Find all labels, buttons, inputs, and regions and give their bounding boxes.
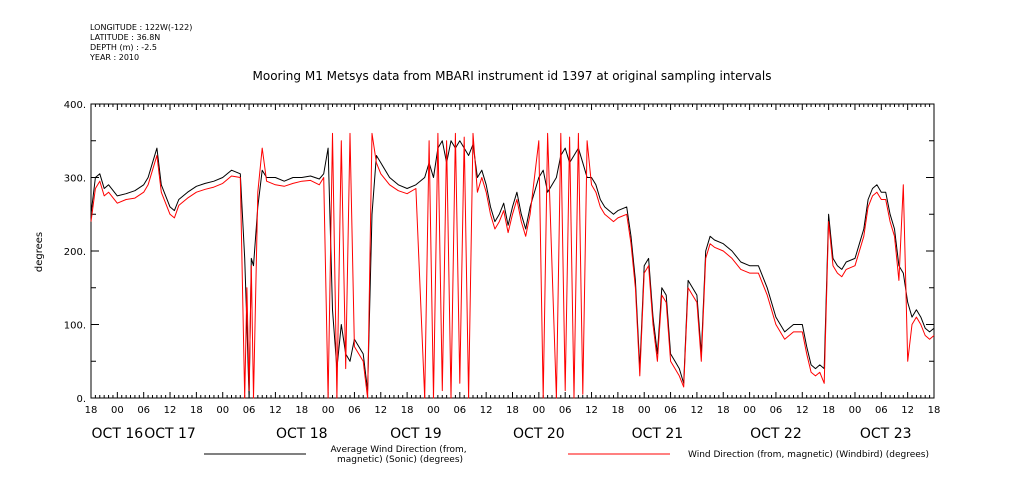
legend-label-sonic-line1: Average Wind Direction (from, bbox=[330, 445, 466, 455]
x-hour-label: 18 bbox=[612, 405, 625, 416]
x-hour-label: 18 bbox=[295, 405, 308, 416]
axis-ticks bbox=[90, 103, 935, 399]
x-hour-label: 06 bbox=[453, 405, 466, 416]
x-hour-label: 06 bbox=[559, 405, 572, 416]
meta-longitude: LONGITUDE : 122W(-122) bbox=[90, 23, 192, 32]
x-date-label: OCT 19 bbox=[390, 426, 442, 442]
x-hour-label: 06 bbox=[137, 405, 150, 416]
legend: Average Wind Direction (from, magnetic) … bbox=[204, 445, 929, 465]
x-hour-label: 00 bbox=[532, 405, 545, 416]
x-hour-label: 00 bbox=[638, 405, 651, 416]
x-hour-label: 18 bbox=[85, 405, 98, 416]
meta-latitude: LATITUDE : 36.8N bbox=[90, 33, 160, 42]
x-hour-label: 00 bbox=[849, 405, 862, 416]
x-hour-label: 00 bbox=[743, 405, 756, 416]
x-hour-label: 18 bbox=[506, 405, 519, 416]
y-tick-label: 300. bbox=[64, 174, 86, 185]
x-hour-label: 06 bbox=[875, 405, 888, 416]
series-layer bbox=[90, 132, 935, 399]
chart-title: Mooring M1 Metsys data from MBARI instru… bbox=[253, 69, 772, 83]
metadata-block: LONGITUDE : 122W(-122) LATITUDE : 36.8N … bbox=[89, 23, 192, 62]
y-axis-label: degrees bbox=[34, 232, 45, 272]
x-hour-label: 18 bbox=[717, 405, 730, 416]
x-hour-label: 06 bbox=[770, 405, 783, 416]
x-hour-label: 00 bbox=[111, 405, 124, 416]
series-line-sonic bbox=[90, 140, 935, 399]
legend-label-windbird: Wind Direction (from, magnetic) (Windbir… bbox=[688, 450, 929, 460]
legend-label-sonic: Average Wind Direction (from, magnetic) … bbox=[330, 445, 469, 465]
x-hour-label: 18 bbox=[190, 405, 203, 416]
y-tick-label: 100. bbox=[64, 321, 86, 332]
tick-labels: 0. 100. 200. 300. 400. 18 00 06 12 18 00 06 12 18 00 06… bbox=[64, 100, 941, 442]
x-hour-label: 00 bbox=[216, 405, 229, 416]
x-hour-label: 12 bbox=[691, 405, 704, 416]
x-hour-label: 18 bbox=[928, 405, 941, 416]
x-hour-label: 06 bbox=[243, 405, 256, 416]
x-hour-label: 12 bbox=[374, 405, 387, 416]
x-hour-label: 12 bbox=[480, 405, 493, 416]
y-tick-label: 0. bbox=[76, 394, 86, 405]
x-hour-label: 00 bbox=[322, 405, 335, 416]
x-hour-label: 12 bbox=[796, 405, 809, 416]
x-date-label: OCT 22 bbox=[750, 426, 802, 442]
x-date-label: OCT 23 bbox=[860, 426, 912, 442]
x-date-label: OCT 18 bbox=[276, 426, 328, 442]
legend-label-sonic-line2: magnetic) (Sonic) (degrees) bbox=[337, 455, 463, 465]
y-tick-label: 400. bbox=[64, 100, 86, 111]
meta-depth: DEPTH (m) : -2.5 bbox=[90, 43, 157, 52]
x-date-label: OCT 21 bbox=[632, 426, 684, 442]
x-hour-label: 18 bbox=[401, 405, 414, 416]
series-line-windbird bbox=[90, 132, 935, 399]
y-tick-label: 200. bbox=[64, 247, 86, 258]
x-hour-label: 06 bbox=[348, 405, 361, 416]
x-hour-label: 06 bbox=[664, 405, 677, 416]
plot-frame bbox=[90, 103, 935, 399]
x-hour-label: 00 bbox=[427, 405, 440, 416]
x-date-label: OCT 20 bbox=[513, 426, 565, 442]
meta-year: YEAR : 2010 bbox=[89, 53, 139, 62]
x-hour-label: 12 bbox=[164, 405, 177, 416]
x-hour-label: 12 bbox=[585, 405, 598, 416]
x-date-label: OCT 17 bbox=[144, 426, 196, 442]
x-date-label: OCT 16 bbox=[92, 426, 144, 442]
x-hour-label: 12 bbox=[901, 405, 914, 416]
x-hour-label: 18 bbox=[822, 405, 835, 416]
x-hour-label: 12 bbox=[269, 405, 282, 416]
